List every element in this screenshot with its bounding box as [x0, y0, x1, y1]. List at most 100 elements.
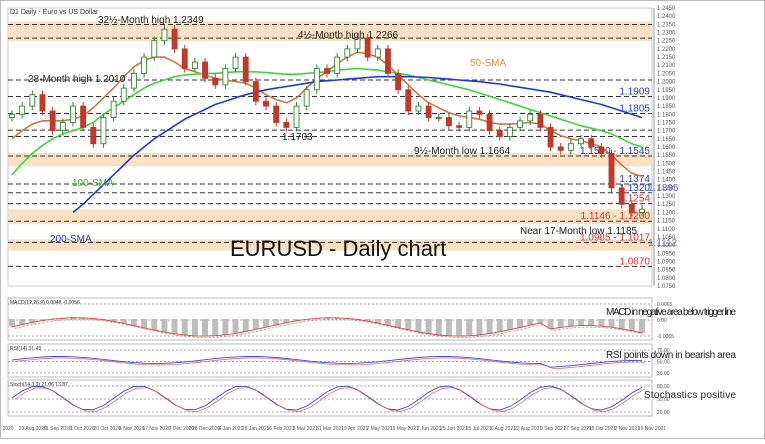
- candle-body: [253, 82, 258, 102]
- chart-annotation: 28-Month high 1.2010: [28, 74, 126, 85]
- macd-histogram-bar: [456, 319, 462, 336]
- chart-annotation: 4½-Month high 1.2266: [298, 30, 399, 41]
- date-tick-label: 7 Dec 2020: [169, 426, 195, 432]
- price-tick-label: 1.2050: [657, 71, 676, 77]
- chart-annotation: 50-SMA: [470, 58, 506, 69]
- macd-histogram-bar: [192, 319, 198, 336]
- support-resistance-zone: [8, 209, 652, 224]
- candle-body: [101, 118, 106, 144]
- price-tick-label: 1.1750: [657, 120, 676, 126]
- date-tick-label: 19 Apr 2021: [341, 426, 368, 432]
- macd-histogram-bar: [385, 319, 391, 325]
- price-tick-label: 1.2450: [657, 6, 676, 12]
- date-tick-label: 9 Sep 2021: [540, 426, 566, 432]
- date-tick-label: 1 Oct 2020: [70, 426, 95, 432]
- price-tick-label: 1.1800: [657, 112, 676, 118]
- candle-body: [325, 69, 330, 74]
- macd-histogram-bar: [487, 319, 493, 334]
- indicator-level-label: 30.00: [657, 371, 670, 377]
- candle-body: [385, 49, 390, 74]
- date-tick-label: 20 Oct 2020: [93, 426, 120, 432]
- price-tick-label: 1.2200: [657, 47, 676, 53]
- price-tick-label: 1.0950: [657, 251, 676, 257]
- macd-histogram-bar: [497, 319, 503, 332]
- macd-histogram-bar: [629, 319, 635, 331]
- price-tick-label: 1.1900: [657, 96, 676, 102]
- price-tick-label: 1.1450: [657, 170, 676, 176]
- chart-annotation: 9½-Month low 1.1664: [414, 146, 511, 157]
- price-tick-label: 1.0800: [657, 276, 676, 282]
- indicator-header: Stoch(14,3,3) 21.06 13.87: [10, 382, 68, 388]
- candle-body: [91, 127, 96, 143]
- indicator-annotation: MACD in negative area below trigger line: [606, 307, 736, 318]
- price-tick-label: 1.1500: [657, 161, 676, 167]
- price-tick-label: 1.0900: [657, 259, 676, 265]
- candle-body: [213, 78, 218, 85]
- candle-body: [203, 62, 208, 78]
- price-tick-label: 1.2000: [657, 80, 676, 86]
- date-tick-label: 15 Jul 2021: [466, 426, 492, 432]
- level-label: 1.1805: [619, 103, 650, 114]
- date-tick-label: 16 Feb 2021: [266, 426, 294, 432]
- price-tick-label: 1.1100: [657, 227, 676, 233]
- candle-body: [314, 69, 319, 90]
- date-tick-label: 17 Nov 2020: [142, 426, 171, 432]
- price-tick-label: 1.2150: [657, 55, 676, 61]
- date-tick-label: 7 Jun 2021: [417, 426, 442, 432]
- indicator-annotation: Stochastics positive: [644, 390, 736, 401]
- macd-histogram-bar: [476, 319, 482, 335]
- date-tick-label: 2 Nov 2021: [614, 426, 640, 432]
- macd-histogram-bar: [233, 319, 239, 333]
- chart-annotation: 1.1112: [648, 238, 678, 249]
- candle-body: [172, 29, 177, 49]
- macd-histogram-bar: [446, 319, 452, 336]
- price-tick-label: 1.1950: [657, 88, 676, 94]
- level-label: 1.1146 - 1.1200: [581, 211, 651, 222]
- date-tick-label: 19 May 2021: [390, 426, 419, 432]
- candle-body: [142, 57, 147, 73]
- candle-body: [416, 106, 421, 111]
- price-tick-label: 1.1650: [657, 137, 676, 143]
- candle-body: [20, 106, 25, 114]
- macd-histogram-bar: [131, 319, 137, 326]
- candle-body: [243, 57, 248, 82]
- candle-body: [264, 101, 269, 106]
- macd-histogram-bar: [141, 319, 147, 328]
- candle-body: [294, 106, 299, 127]
- candle-body: [599, 147, 604, 154]
- candle-body: [609, 154, 614, 188]
- candle-body: [538, 114, 543, 127]
- candle-body: [426, 106, 431, 117]
- price-tick-label: 1.2350: [657, 22, 676, 28]
- price-tick-label: 1.2100: [657, 63, 676, 69]
- macd-histogram-bar: [243, 319, 249, 332]
- candle-body: [304, 90, 309, 106]
- macd-histogram-bar: [9, 319, 15, 327]
- macd-histogram-bar: [222, 319, 228, 335]
- chart-title: EURUSD - Daily chart: [230, 236, 446, 261]
- candle-body: [579, 139, 584, 144]
- macd-histogram-bar: [263, 319, 269, 327]
- macd-histogram-bar: [588, 319, 594, 326]
- price-tick-label: 1.1150: [657, 219, 676, 225]
- candle-body: [335, 57, 340, 73]
- candle-body: [121, 88, 126, 101]
- candle-body: [548, 127, 553, 147]
- candle-body: [345, 49, 350, 57]
- instrument-label: D1 Daily - Euro vs US Dollar: [10, 9, 99, 16]
- candle-body: [50, 111, 55, 131]
- candle-body: [70, 106, 75, 122]
- candle-body: [457, 126, 462, 128]
- candle-body: [589, 139, 594, 147]
- macd-histogram-bar: [436, 319, 442, 335]
- date-tick-label: 22 Aug 2021: [514, 426, 542, 432]
- candle-body: [518, 121, 523, 128]
- macd-histogram-bar: [202, 319, 208, 336]
- macd-histogram-bar: [405, 319, 411, 330]
- candle-body: [528, 114, 533, 121]
- macd-histogram-bar: [161, 319, 167, 332]
- date-tick-label: 19 Nov 2021: [638, 426, 667, 432]
- candle-body: [558, 147, 563, 150]
- date-tick-label: 6 Nov 2020: [119, 426, 145, 432]
- macd-histogram-bar: [507, 319, 513, 330]
